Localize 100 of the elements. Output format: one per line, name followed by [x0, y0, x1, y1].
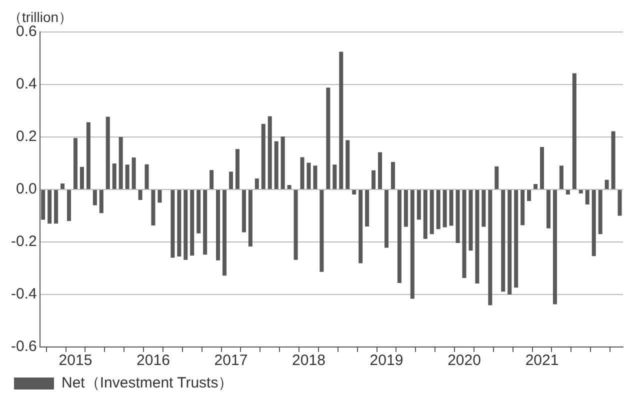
- bar: [397, 190, 402, 283]
- bar: [210, 170, 214, 189]
- bar: [86, 122, 90, 189]
- bar: [73, 138, 78, 189]
- bar: [462, 190, 466, 278]
- bar: [235, 149, 240, 189]
- bar: [170, 190, 175, 258]
- bar: [92, 190, 97, 206]
- bar: [410, 190, 414, 299]
- bar: [294, 190, 298, 260]
- bar: [527, 190, 532, 202]
- bar: [287, 185, 292, 189]
- bar: [158, 190, 162, 203]
- bar: [196, 190, 201, 234]
- bar: [352, 190, 356, 194]
- bar: [261, 124, 266, 189]
- bar: [320, 190, 324, 272]
- bar: [339, 52, 344, 189]
- bar: [54, 190, 58, 224]
- bar: [300, 157, 304, 189]
- bar: [151, 190, 156, 226]
- bar: [144, 164, 149, 189]
- bar: [125, 164, 130, 189]
- y-tick-label: -0.2: [10, 233, 37, 250]
- bar: [268, 116, 272, 189]
- bar: [222, 190, 227, 276]
- bar: [372, 170, 376, 189]
- bar: [449, 190, 454, 226]
- bar: [618, 190, 622, 216]
- bar: [326, 88, 330, 189]
- bar: [66, 190, 72, 221]
- bar: [566, 190, 570, 194]
- bar: [501, 190, 506, 292]
- y-tick-label: 0.4: [16, 76, 37, 93]
- x-tick-label: 2018: [292, 352, 326, 370]
- y-tick-label: 0.0: [16, 180, 37, 198]
- bar: [552, 190, 557, 304]
- bar: [546, 190, 550, 228]
- bar: [423, 190, 428, 239]
- bar: [456, 190, 460, 244]
- bar: [203, 190, 208, 255]
- y-tick-label: 0.6: [16, 23, 37, 40]
- bar: [346, 140, 350, 189]
- bar: [592, 190, 596, 256]
- bar: [598, 190, 602, 234]
- bar: [390, 162, 395, 189]
- bar: [99, 190, 104, 214]
- x-tick-label: 2015: [58, 352, 92, 370]
- bar: [248, 190, 252, 246]
- bar: [60, 183, 65, 189]
- x-tick-label: 2017: [214, 352, 248, 370]
- bar: [508, 190, 512, 294]
- bar: [416, 190, 421, 220]
- bar: [184, 190, 188, 260]
- bar: [242, 190, 246, 232]
- x-tick-label: 2016: [136, 352, 170, 370]
- bar: [118, 137, 123, 189]
- bar: [514, 190, 518, 288]
- bar: [430, 190, 434, 234]
- bar: [190, 190, 194, 256]
- bar: [494, 166, 499, 189]
- bar: [559, 166, 564, 189]
- legend-label: Net（Investment Trusts）: [62, 374, 234, 392]
- bar: [138, 190, 142, 200]
- bar: [384, 190, 389, 248]
- bar: [378, 152, 382, 189]
- bar: [520, 190, 525, 226]
- bar: [365, 190, 370, 227]
- bar: [578, 190, 583, 194]
- y-tick-label: -0.4: [10, 286, 37, 303]
- bar: [306, 162, 311, 189]
- bar: [442, 190, 447, 228]
- bar: [482, 190, 486, 227]
- x-tick-label: 2021: [525, 352, 559, 370]
- x-tick-label: 2019: [370, 352, 404, 370]
- bar: [313, 166, 318, 189]
- bar: [48, 190, 52, 224]
- bar: [112, 164, 116, 189]
- bar: [274, 141, 278, 189]
- bar: [585, 190, 590, 204]
- bar: [254, 178, 259, 189]
- y-tick-label: 0.2: [16, 128, 37, 146]
- bar: [488, 190, 492, 306]
- bar: [216, 190, 220, 260]
- bar: [540, 146, 544, 189]
- bar: [332, 164, 337, 189]
- bar: [468, 190, 473, 251]
- bar: [475, 190, 480, 284]
- bar: [611, 131, 616, 189]
- bar: [404, 190, 408, 227]
- y-axis-title: （trillion）: [8, 8, 73, 25]
- x-tick-label: 2020: [448, 352, 481, 370]
- y-tick-label: -0.6: [10, 338, 37, 356]
- bar: [534, 184, 538, 189]
- bar: [177, 190, 182, 256]
- bar: [80, 166, 84, 189]
- bar: [572, 73, 576, 189]
- bar: [106, 116, 110, 189]
- bar: [228, 172, 233, 189]
- bar: [358, 190, 363, 264]
